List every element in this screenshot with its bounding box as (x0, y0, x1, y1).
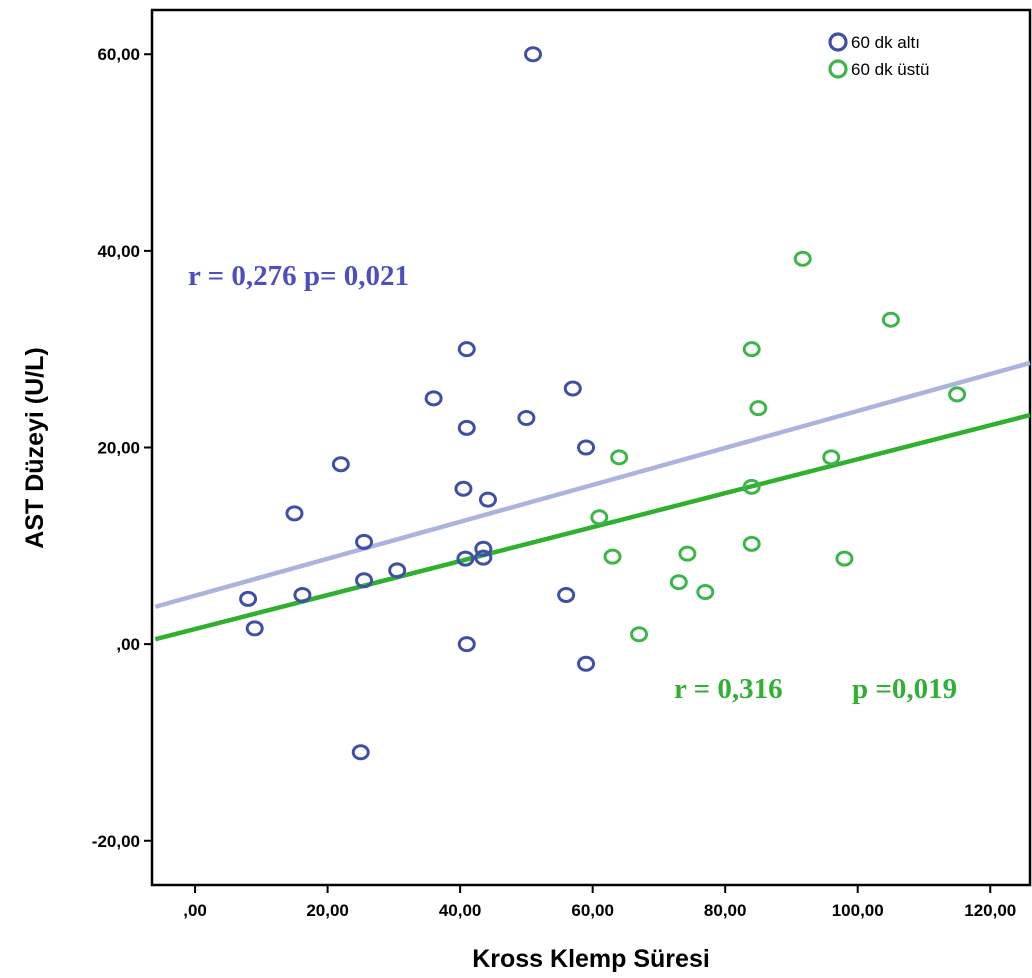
data-point-series-1 (457, 636, 476, 653)
data-point-series-2 (742, 478, 761, 495)
data-point-series-1 (454, 480, 473, 497)
data-point-series-2 (948, 386, 967, 403)
y-axis: -20,00 ,00 20,00 40,00 60,00 (92, 45, 152, 851)
data-point-series-2 (678, 545, 697, 562)
data-point-series-1 (239, 590, 258, 607)
data-point-series-1 (557, 586, 576, 603)
annotation-series-2-p: p =0,019 (852, 673, 957, 705)
x-axis: ,00 20,00 40,00 60,00 80,00 100,00 120,00 (183, 885, 1016, 920)
legend: 60 dk altı 60 dk üstü (828, 32, 929, 79)
x-tick-label: ,00 (183, 901, 207, 920)
y-tick-label: ,00 (116, 635, 140, 654)
data-point-series-2 (835, 550, 854, 567)
data-point-series-1 (577, 655, 596, 672)
legend-marker-series-2 (828, 59, 848, 79)
y-axis-title: AST Düzeyi (U/L) (21, 347, 49, 548)
annotation-series-2-r: r = 0,316 (674, 673, 783, 705)
data-point-series-1 (351, 744, 370, 761)
data-point-series-1 (424, 390, 443, 407)
x-tick-label: 100,00 (832, 901, 884, 920)
data-point-series-2 (603, 548, 622, 565)
data-point-series-2 (696, 584, 715, 601)
data-point-series-1 (524, 46, 543, 63)
x-tick-label: 120,00 (964, 901, 1016, 920)
annotation-series-1: r = 0,276 p= 0,021 (188, 260, 409, 292)
data-point-series-2 (610, 449, 629, 466)
y-tick-label: 20,00 (97, 439, 140, 458)
legend-marker-series-1 (828, 32, 848, 52)
data-point-series-2 (669, 574, 688, 591)
x-tick-label: 40,00 (439, 901, 482, 920)
data-point-series-2 (630, 626, 649, 643)
x-axis-title: Kross Klemp Süresi (472, 945, 710, 973)
data-point-series-1 (293, 586, 312, 603)
y-tick-label: -20,00 (92, 832, 140, 851)
x-tick-label: 20,00 (306, 901, 349, 920)
data-point-series-2 (742, 341, 761, 358)
legend-label-series-2: 60 dk üstü (851, 60, 929, 79)
data-point-series-1 (474, 549, 493, 566)
data-point-series-1 (285, 505, 304, 522)
data-point-series-1 (577, 439, 596, 456)
x-tick-label: 80,00 (704, 901, 747, 920)
data-point-series-1 (355, 572, 374, 589)
x-tick-label: 60,00 (571, 901, 614, 920)
data-point-series-2 (793, 250, 812, 267)
data-points (239, 46, 967, 761)
data-point-series-1 (474, 540, 493, 557)
y-tick-label: 40,00 (97, 242, 140, 261)
data-point-series-1 (456, 550, 475, 567)
data-point-series-2 (590, 509, 609, 526)
data-point-series-2 (749, 400, 768, 417)
data-point-series-2 (742, 535, 761, 552)
data-point-series-1 (563, 380, 582, 397)
data-point-series-1 (355, 533, 374, 550)
data-point-series-1 (245, 620, 264, 637)
y-tick-label: 60,00 (97, 45, 140, 64)
plot-frame (150, 8, 1032, 887)
data-point-series-1 (457, 419, 476, 436)
data-point-series-1 (388, 562, 407, 579)
data-point-series-1 (457, 341, 476, 358)
fit-line-series-1 (154, 360, 1031, 609)
data-point-series-1 (331, 456, 350, 473)
data-point-series-1 (517, 410, 536, 427)
data-point-series-2 (881, 311, 900, 328)
data-point-series-2 (822, 449, 841, 466)
legend-label-series-1: 60 dk altı (851, 33, 920, 52)
data-point-series-1 (478, 491, 497, 508)
